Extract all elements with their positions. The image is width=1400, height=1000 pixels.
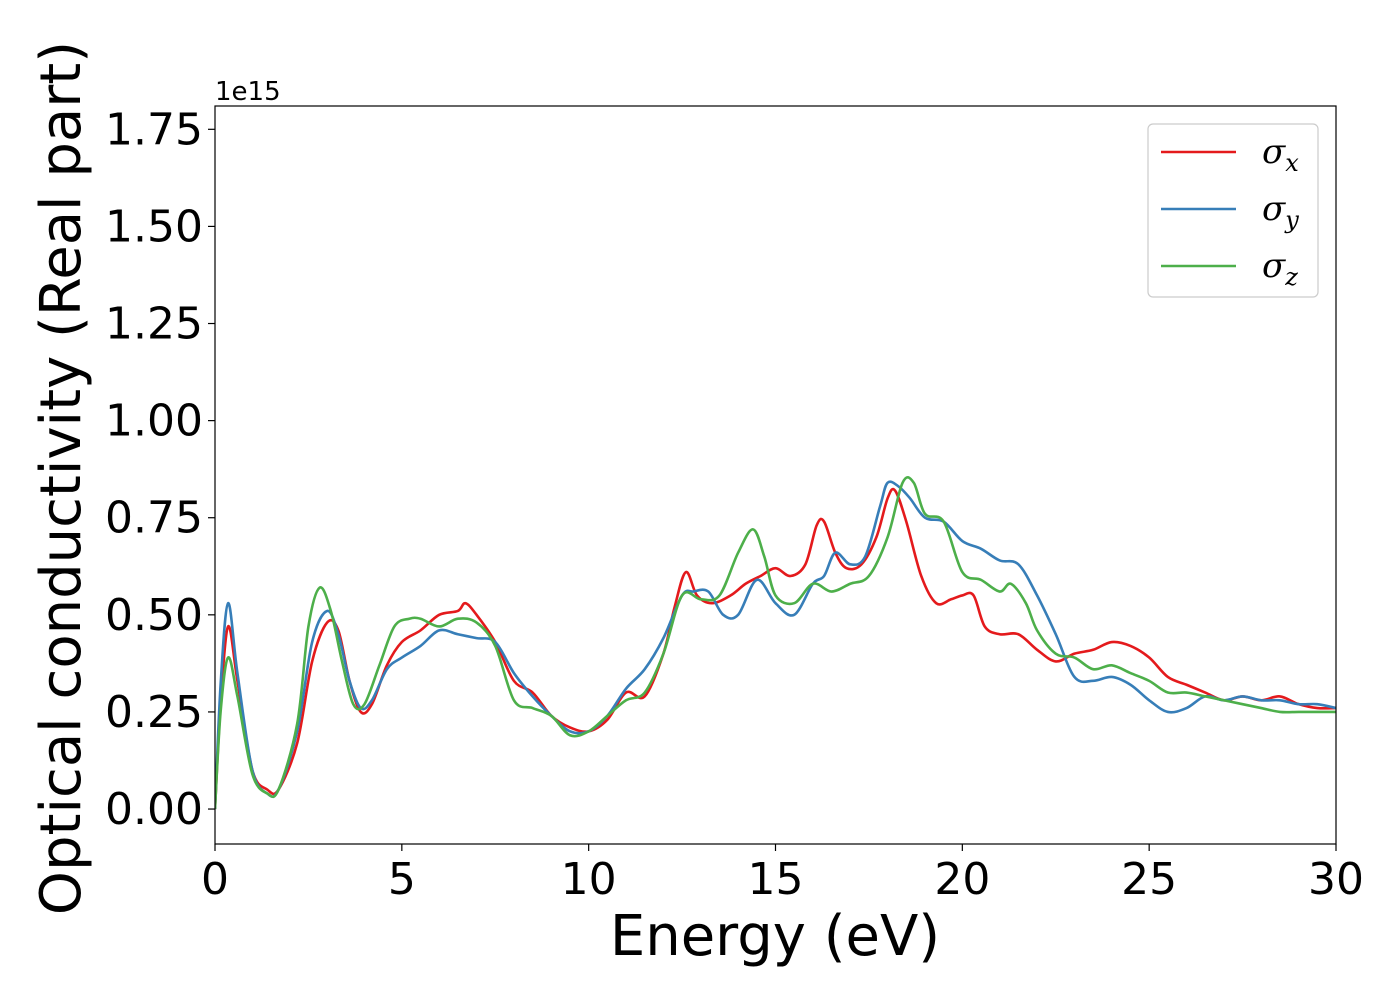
y-ticks: 0.00 0.25 0.50 0.75 1.00 1.25 1.50 1.75 xyxy=(105,104,215,835)
series-line-x xyxy=(215,487,1336,810)
y-tick-label: 1.00 xyxy=(105,396,203,447)
x-tick-label: 0 xyxy=(201,854,229,905)
x-tick-label: 30 xyxy=(1308,854,1364,905)
y-axis-title: Optical conductivity (Real part) xyxy=(29,41,94,915)
legend-label-base: σ xyxy=(1262,189,1286,229)
y-tick-label: 0.00 xyxy=(105,784,203,835)
legend-label-subscript: y xyxy=(1284,206,1299,234)
legend-label-base: σ xyxy=(1262,246,1286,286)
series-layer xyxy=(215,476,1336,810)
y-tick-label: 0.25 xyxy=(105,687,203,738)
y-tick-label: 0.50 xyxy=(105,590,203,641)
y-tick-label: 1.50 xyxy=(105,201,203,252)
y-offset-label: 1e15 xyxy=(215,77,281,107)
y-tick-label: 1.75 xyxy=(105,104,203,155)
series-line-y xyxy=(215,480,1336,810)
legend-label-z: σz xyxy=(1262,246,1298,291)
x-tick-label: 20 xyxy=(934,854,990,905)
x-tick-label: 10 xyxy=(561,854,617,905)
y-tick-label: 1.25 xyxy=(105,299,203,350)
x-tick-label: 5 xyxy=(388,854,416,905)
y-tick-label: 0.75 xyxy=(105,493,203,544)
legend-label-y: σy xyxy=(1262,189,1299,234)
legend-label-subscript: z xyxy=(1284,263,1298,291)
legend-label-subscript: x xyxy=(1285,149,1299,177)
legend-box xyxy=(1147,123,1319,298)
x-axis-title: Energy (eV) xyxy=(610,904,940,969)
x-ticks: 0 5 10 15 20 25 30 xyxy=(201,844,1364,905)
legend-label-base: σ xyxy=(1262,132,1286,172)
x-tick-label: 25 xyxy=(1121,854,1177,905)
x-tick-label: 15 xyxy=(748,854,804,905)
legend-label-x: σx xyxy=(1262,132,1299,177)
series-line-z xyxy=(215,476,1336,810)
